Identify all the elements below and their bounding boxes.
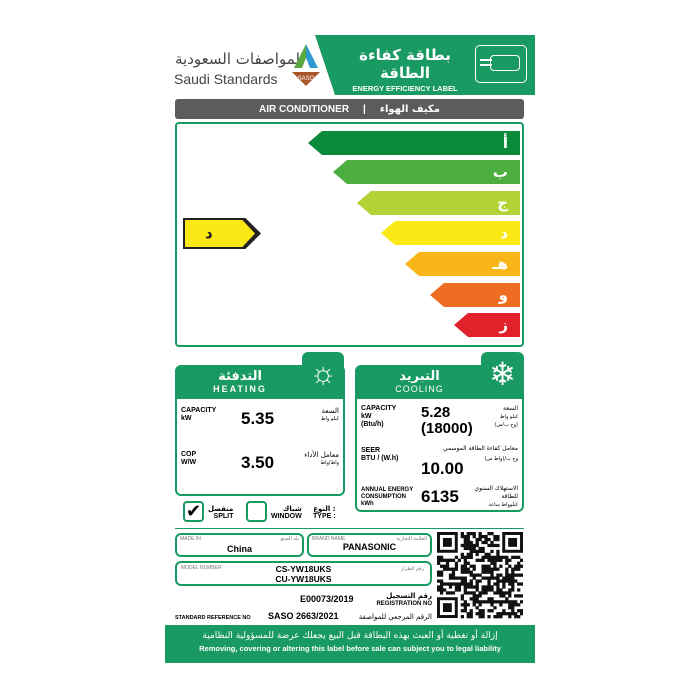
rating-arrow-5: هـ (405, 252, 520, 276)
qr-code[interactable] (437, 532, 523, 620)
model-field: MODEL NUMBER رقم الطراز CS-YW18UKS CU-YW1… (175, 561, 432, 586)
product-en: AIR CONDITIONER (259, 103, 350, 115)
registration-label-ar: رقم التسجيل (386, 592, 432, 600)
cooling-panel: التبريد COOLING CAPACITY kW (Btu/h) 5.28 (1… (355, 365, 524, 512)
heating-capacity-unit: kW (181, 415, 192, 422)
brand-label-ar: العلامة التجارية (396, 536, 427, 542)
seer-label: SEER (361, 447, 381, 454)
made-in-value: China (226, 544, 252, 554)
registration-label: REGISTRATION NO (376, 601, 432, 607)
split-label-ar: منفصل (208, 505, 234, 513)
model-outdoor: CU-YW18UKS (275, 574, 332, 584)
heating-cop-unit: W/W (181, 459, 197, 466)
cooling-capacity-unit2: (Btu/h) (361, 421, 384, 428)
heating-cop-value: 3.50 (241, 453, 275, 472)
cooling-title-ar: التبريد (399, 369, 440, 384)
warning-en: Removing, covering or altering this labe… (199, 644, 501, 653)
type-label: TYPE : (313, 513, 336, 520)
seer-unit-ar: وح ب/(واط.س) (484, 456, 518, 462)
heating-capacity-label-ar: السعة (321, 407, 339, 415)
annual-unit-ar: كيلوواط ساعة (488, 502, 518, 508)
model-indoor: CS-YW18UKS (275, 564, 332, 574)
annual-label-ar: الاستهلاك السنوي للطاقة (474, 485, 518, 500)
brand-value: PANASONIC (342, 542, 397, 552)
window-label-ar: شباك (282, 505, 302, 513)
made-in-field: MADE IN بلد الصنع China (175, 533, 304, 557)
made-in-label-ar: بلد الصنع (280, 536, 299, 542)
cooling-capacity-unit: kW (361, 413, 372, 420)
title-en: ENERGY EFFICIENCY LABEL (352, 84, 458, 93)
split-label: SPLIT (213, 513, 234, 520)
cooling-capacity-unit-ar: كيلو واط (499, 414, 518, 420)
cooling-capacity-label-ar: السعة (503, 405, 518, 412)
rating-arrow-3: ج (357, 191, 520, 215)
model-label: MODEL NUMBER (181, 565, 222, 571)
rating-arrow-2: ب (333, 160, 520, 184)
sun-icon: ☼ (302, 352, 344, 398)
title-ar: بطاقة كفاءة الطاقة (359, 46, 451, 82)
saudi-standards-logo-en: Saudi Standards (174, 71, 278, 87)
rating-arrow-1: أ (308, 131, 520, 155)
product-type-bar: AIR CONDITIONER | مكيف الهواء (175, 99, 524, 119)
seer-value: 10.00 (421, 459, 464, 478)
product-ar: مكيف الهواء (379, 103, 440, 115)
seer-unit: BTU / (W.h) (361, 455, 399, 462)
annual-value: 6135 (421, 487, 459, 506)
heating-title-en: HEATING (213, 384, 267, 394)
window-label: WINDOW (271, 513, 302, 520)
cooling-capacity-btu: (18000) (421, 420, 473, 437)
saso-badge: SASO (298, 76, 315, 82)
standard-reference-label: STANDARD REFERENCE NO (175, 615, 251, 621)
made-in-label: MADE IN (180, 536, 201, 542)
cooling-capacity-value: 5.28 (421, 404, 451, 421)
heating-cop-label: COP (181, 451, 197, 458)
rating-arrow-7: ز (454, 313, 520, 337)
saso-logo-icon: SASO (292, 44, 320, 86)
seer-label-ar: معامل كفاءة الطاقة الموسمي (443, 445, 518, 452)
heating-capacity-unit-ar: كيلو واط (320, 416, 339, 422)
cooling-capacity-unit2-ar: (وح ب/س) (494, 422, 518, 428)
brand-label: BRAND NAME (312, 536, 346, 542)
legal-warning-banner: إزالة أو تغطية أو العبث بهذه البطاقة قبل… (165, 625, 535, 663)
heating-capacity-value: 5.35 (241, 409, 275, 428)
energy-rating-scale (175, 122, 524, 347)
cooling-capacity-label: CAPACITY (361, 405, 397, 412)
brand-field: BRAND NAME العلامة التجارية PANASONIC (307, 533, 432, 557)
cooling-title-en: COOLING (395, 384, 444, 394)
type-label-ar: النوع : (313, 505, 336, 513)
warning-ar: إزالة أو تغطية أو العبث بهذه البطاقة قبل… (202, 631, 498, 641)
current-rating-indicator: د (183, 218, 261, 249)
heating-cop-unit-ar: واط/واط (320, 460, 339, 466)
window-checkbox[interactable] (246, 501, 267, 522)
saudi-standards-logo-ar: المواصفات السعودية (175, 50, 305, 68)
snowflake-icon: ❄ (481, 352, 524, 398)
heating-cop-label-ar: معامل الأداء (304, 451, 339, 459)
heating-capacity-label: CAPACITY (181, 407, 217, 414)
annual-unit: kWh (361, 501, 374, 507)
rating-arrow-6: و (430, 283, 520, 307)
split-checkbox[interactable]: ✔ (183, 501, 204, 522)
divider (175, 528, 524, 529)
rating-arrow-4: د (381, 221, 520, 245)
annual-label: ANNUAL ENERGY CONSUMPTION (361, 487, 414, 500)
separator: | (363, 103, 366, 115)
standard-reference: SASO 2663/2021 (268, 611, 339, 621)
air-conditioner-icon (475, 45, 527, 83)
heating-title-ar: التدفئة (218, 369, 262, 384)
registration-number: E00073/2019 (300, 594, 354, 604)
model-label-ar: رقم الطراز (400, 566, 424, 572)
current-rating: د (185, 220, 255, 247)
standard-reference-label-ar: الرقم المرجعي للمواصفة (358, 613, 432, 621)
